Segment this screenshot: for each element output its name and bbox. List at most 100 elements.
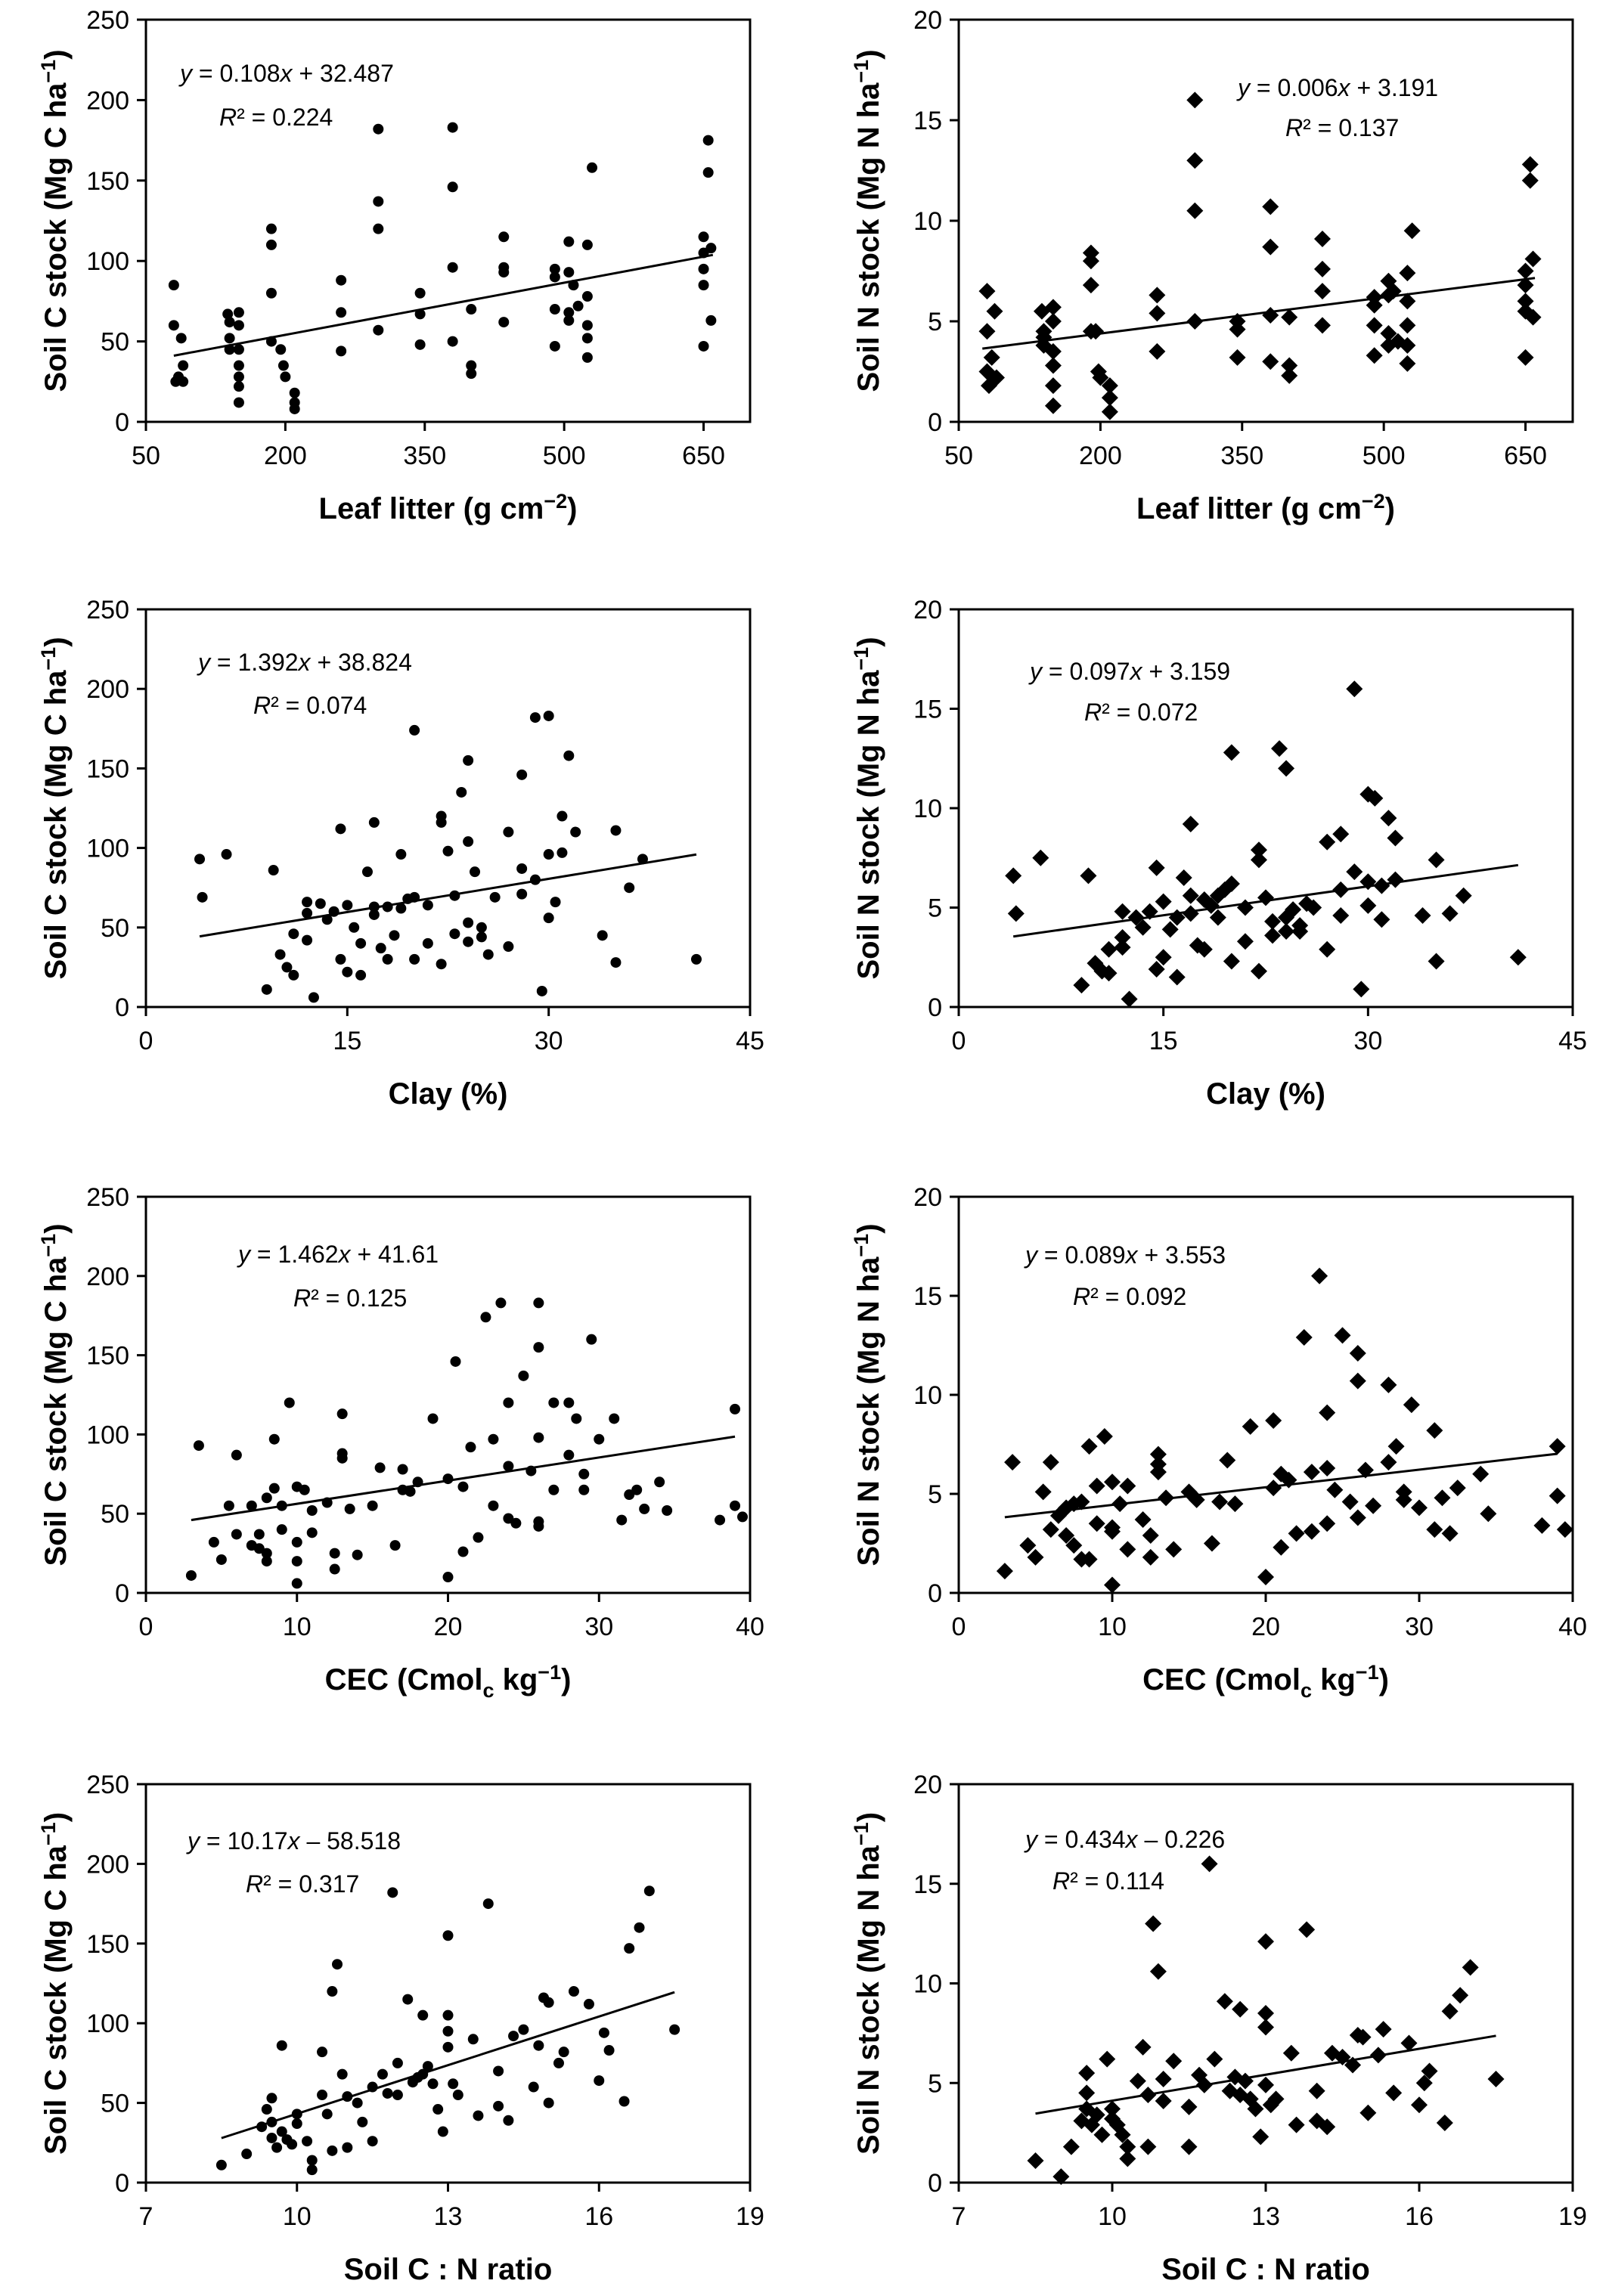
regression-equation: y = 0.097x + 3.159 (1028, 658, 1230, 685)
data-point (1257, 2076, 1274, 2093)
data-point (473, 1532, 484, 1543)
data-point (1111, 1495, 1129, 1513)
y-tick-label: 200 (86, 1850, 129, 1879)
x-tick-label: 45 (736, 1027, 764, 1055)
data-point (1480, 1505, 1497, 1523)
data-point (222, 308, 234, 320)
data-point (442, 1930, 454, 1941)
data-point (417, 2068, 429, 2080)
data-point (1441, 905, 1459, 922)
data-point (414, 287, 426, 299)
x-tick-label: 13 (434, 2202, 463, 2231)
data-point (395, 903, 407, 914)
data-point (662, 1505, 673, 1517)
data-point (1262, 307, 1279, 324)
data-point (382, 901, 393, 913)
y-tick-label: 200 (86, 675, 129, 704)
data-point (1134, 919, 1152, 936)
x-axis-title: Soil C : N ratio (344, 2253, 553, 2286)
data-point (1426, 1422, 1443, 1439)
data-point (1380, 324, 1397, 342)
data-point (1257, 889, 1274, 906)
y-tick-label: 50 (101, 1500, 129, 1529)
data-point (1148, 961, 1165, 978)
data-point (1209, 909, 1226, 926)
data-point (287, 2139, 298, 2150)
plot-frame (144, 608, 752, 1009)
data-point (1326, 1481, 1344, 1498)
data-point (470, 866, 481, 878)
data-point (422, 900, 433, 911)
data-point (1114, 928, 1131, 946)
data-point (1088, 2106, 1105, 2124)
data-point (1099, 2050, 1116, 2068)
data-point (1387, 829, 1404, 847)
data-point (1265, 1480, 1282, 1497)
data-point (306, 1527, 318, 1538)
y-tick-label: 200 (86, 1263, 129, 1291)
data-point (233, 320, 244, 331)
data-point (1119, 2138, 1136, 2155)
y-tick-label: 10 (913, 1970, 942, 1999)
data-point (288, 928, 299, 940)
data-point (389, 1540, 401, 1551)
data-point (178, 376, 189, 387)
data-point (1100, 965, 1118, 982)
chart-panel: 0 50 100 150 200 250 0 15 30 45 Clay (%) Soil C sto… (37, 596, 764, 1111)
data-point (730, 1500, 741, 1511)
data-point (510, 1517, 522, 1529)
data-point (409, 724, 420, 736)
data-point (482, 1898, 494, 1910)
data-point (996, 1563, 1013, 1580)
y-tick-label: 150 (86, 1342, 129, 1371)
data-point (1349, 1509, 1366, 1526)
data-point (457, 1481, 469, 1492)
data-point (321, 914, 333, 925)
data-point (1100, 940, 1118, 958)
data-point (543, 1997, 554, 2008)
y-tick-label: 250 (86, 1771, 129, 1799)
data-point (1399, 293, 1416, 310)
data-point (265, 336, 277, 347)
data-point (233, 371, 244, 383)
data-point (556, 847, 568, 858)
data-point (342, 966, 353, 978)
data-point (1004, 1454, 1022, 1471)
data-point (412, 1476, 423, 1488)
data-point (373, 196, 384, 207)
data-point (698, 340, 709, 352)
data-point (1236, 933, 1254, 950)
data-point (1101, 403, 1118, 420)
data-point (1188, 1491, 1205, 1508)
data-point (336, 1408, 348, 1420)
data-point (616, 1514, 628, 1526)
data-point (336, 307, 347, 318)
data-point (698, 263, 709, 274)
y-tick-label: 100 (86, 835, 129, 863)
x-tick-label: 50 (944, 442, 973, 470)
data-point (549, 340, 560, 352)
x-tick-label: 10 (283, 1613, 312, 1641)
data-point (1211, 1493, 1229, 1511)
data-point (467, 2034, 479, 2045)
data-point (1353, 981, 1370, 998)
data-point (1366, 789, 1384, 807)
y-tick-label: 200 (86, 86, 129, 115)
data-point (281, 962, 293, 973)
data-point (1236, 899, 1254, 916)
y-tick-label: 10 (913, 795, 942, 823)
data-point (1556, 1521, 1573, 1538)
data-point (1158, 1489, 1175, 1507)
data-point (1308, 2082, 1325, 2099)
data-point (402, 1994, 414, 2005)
data-point (456, 786, 467, 798)
data-point (422, 2061, 433, 2072)
data-point (1369, 2047, 1387, 2064)
data-point (581, 320, 593, 331)
data-point (256, 2121, 268, 2133)
chart-panel: 0 5 10 15 20 0 10 20 30 40 CEC (Cmolc kg−1) Soil N … (850, 1183, 1587, 1702)
x-tick-label: 50 (132, 442, 160, 470)
data-point (1088, 1515, 1105, 1532)
data-point (288, 969, 299, 981)
data-point (654, 1476, 665, 1488)
